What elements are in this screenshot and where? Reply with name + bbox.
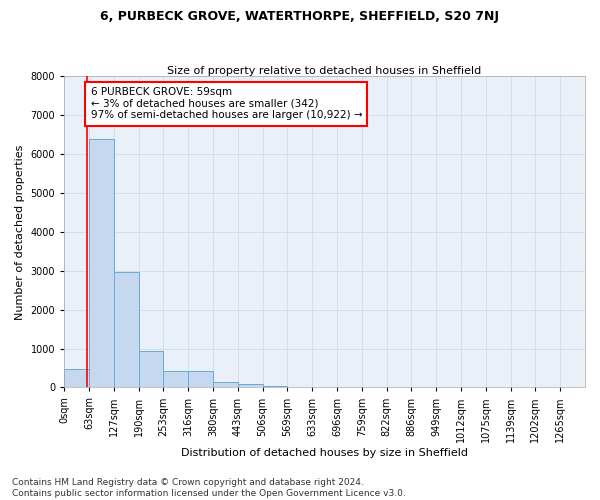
Title: Size of property relative to detached houses in Sheffield: Size of property relative to detached ho…	[167, 66, 482, 76]
Bar	[89, 140, 114, 388]
Bar	[263, 386, 287, 388]
Bar	[64, 368, 89, 388]
Text: 6 PURBECK GROVE: 59sqm
← 3% of detached houses are smaller (342)
97% of semi-det: 6 PURBECK GROVE: 59sqm ← 3% of detached …	[91, 87, 362, 120]
Bar	[139, 351, 163, 388]
Text: 6, PURBECK GROVE, WATERTHORPE, SHEFFIELD, S20 7NJ: 6, PURBECK GROVE, WATERTHORPE, SHEFFIELD…	[101, 10, 499, 23]
Bar	[213, 382, 238, 388]
Bar	[238, 384, 263, 388]
Bar	[188, 372, 213, 388]
X-axis label: Distribution of detached houses by size in Sheffield: Distribution of detached houses by size …	[181, 448, 468, 458]
Y-axis label: Number of detached properties: Number of detached properties	[15, 144, 25, 320]
Text: Contains HM Land Registry data © Crown copyright and database right 2024.
Contai: Contains HM Land Registry data © Crown c…	[12, 478, 406, 498]
Bar	[114, 272, 139, 388]
Bar	[163, 370, 188, 388]
